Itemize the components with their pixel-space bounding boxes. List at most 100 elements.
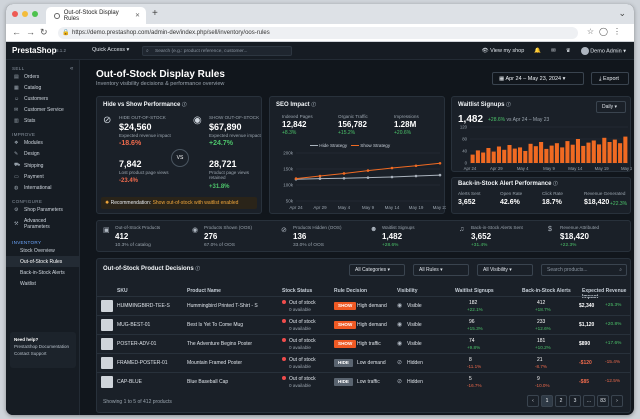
next-page-icon[interactable]: › [611, 395, 623, 407]
view-shop-link[interactable]: 👁 View my shop [481, 48, 525, 54]
x-tick-label: May 19 [595, 166, 610, 171]
alerts-count: 9 [537, 376, 540, 382]
support-link[interactable]: Contact Support [14, 351, 47, 356]
category-filter[interactable]: All Categories ▾ [349, 264, 405, 276]
y-tick-label: 120 [460, 125, 468, 130]
info-icon[interactable]: ⓘ [506, 102, 511, 107]
product-name[interactable]: Mountain Framed Poster [187, 360, 243, 366]
show-revenue: $67,890 [209, 122, 242, 132]
sidebar-item-design[interactable]: ✎ Design [6, 148, 79, 159]
forward-icon[interactable]: → [26, 27, 40, 37]
product-name[interactable]: Blue Baseball Cap [187, 379, 229, 385]
sidebar-item-orders[interactable]: ▤ Orders [6, 71, 79, 82]
sidebar-sub-out-of-stock-rules[interactable]: Out-of-Stock Rules [6, 256, 79, 267]
eye-off-icon: ⊘ [103, 115, 112, 126]
sidebar-item-payment[interactable]: ▭ Payment [6, 171, 79, 182]
waitlist-value: 1,482 [458, 114, 484, 125]
recommendation-text[interactable]: Show out-of-stock with waitlist enabled [152, 200, 239, 206]
page-2[interactable]: 2 [555, 395, 567, 407]
sidebar-item-customer-service[interactable]: ✉ Customer Service [6, 104, 79, 115]
star-icon[interactable]: ☆ [586, 27, 600, 36]
minimize-window-icon[interactable] [22, 11, 28, 17]
customers-icon: ☺ [14, 96, 20, 102]
y-tick-label: 200k [283, 151, 294, 156]
sidebar-item-customers[interactable]: ☺ Customers [6, 93, 79, 104]
new-tab-icon[interactable]: + [152, 8, 158, 19]
rule-badge[interactable]: SHOW [334, 302, 357, 310]
product-name[interactable]: Best Is Yet To Come Mug [187, 322, 244, 328]
sidebar-item-catalog[interactable]: ▦ Catalog [6, 82, 79, 93]
visibility-filter[interactable]: All Visibility ▾ [477, 264, 533, 276]
close-tab-icon[interactable]: ✕ [134, 13, 140, 19]
rule-badge[interactable]: SHOW [334, 321, 357, 329]
product-name[interactable]: The Adventure Begins Poster [187, 341, 253, 347]
quick-access-menu[interactable]: Quick Access ▾ [92, 47, 130, 53]
availability: 0 available [289, 345, 311, 350]
docs-link[interactable]: PrestaShop Documentation [14, 344, 70, 349]
rule-badge[interactable]: HIDE [334, 378, 353, 386]
table-row[interactable]: MUG-BEST-01 Best Is Yet To Come Mug Out of… [97, 315, 630, 334]
rule-reason: Low demand [357, 360, 386, 366]
date-range-picker[interactable]: ▦ Apr 24 – May 23, 2024 ▾ [492, 72, 584, 85]
logo[interactable]: PrestaShop [12, 46, 57, 55]
export-button[interactable]: ⤓ Export [591, 72, 629, 85]
bar [560, 147, 565, 163]
collapse-sidebar-icon[interactable]: « [70, 66, 74, 72]
table-row[interactable]: HUMMINGBIRD-TEE-S Hummingbird Printed T-S… [97, 296, 630, 315]
info-icon[interactable]: ⓘ [553, 181, 558, 186]
sku: HUMMINGBIRD-TEE-S [117, 303, 170, 309]
x-tick-label: May 14 [568, 166, 583, 171]
sidebar-sub-waitlist[interactable]: Waitlist [20, 281, 36, 287]
visibility: Hidden [407, 379, 423, 385]
notifications-icon[interactable]: 🔔 [534, 48, 542, 54]
info-icon[interactable]: ⓘ [182, 102, 187, 107]
close-window-icon[interactable] [12, 11, 18, 17]
prev-page-icon[interactable]: ‹ [527, 395, 539, 407]
rule-badge[interactable]: HIDE [334, 359, 353, 367]
bar [570, 144, 575, 163]
sidebar-item-shipping[interactable]: ⛟ Shipping [6, 159, 79, 171]
rule-filter[interactable]: All Rules ▾ [413, 264, 469, 276]
info-icon[interactable]: ⓘ [195, 266, 200, 271]
kpi-sub: 67.0% of OOS [204, 243, 235, 248]
sidebar-item-stats[interactable]: ▥ Stats [6, 115, 79, 126]
sidebar-item-modules[interactable]: ❖ Modules [6, 137, 79, 148]
trophy-icon[interactable]: ♛ [565, 48, 571, 54]
table-row[interactable]: POSTER-ADV-01 The Adventure Begins Poster… [97, 334, 630, 353]
product-thumbnail [101, 357, 113, 369]
seo-stat-label: Indexed Pages [282, 114, 313, 119]
product-name[interactable]: Hummingbird Printed T-Shirt - S [187, 303, 258, 309]
user-menu[interactable]: Demo Admin ▾ [580, 47, 626, 55]
table-row[interactable]: FRAMED-POSTER-01 Mountain Framed Poster Ou… [97, 353, 630, 372]
alerts-delta: +18.7% [535, 307, 551, 312]
url-input[interactable]: 🔒 https://demo.prestashop.com/admin-dev/i… [58, 27, 578, 39]
browser-tab[interactable]: Out-of-Stock Display Rules ✕ [46, 7, 146, 24]
back-icon[interactable]: ← [12, 27, 26, 37]
table-row[interactable]: CAP-BLUE Blue Baseball Cap Out of stock 0 a… [97, 372, 630, 391]
bar [575, 139, 580, 163]
period-select[interactable]: Daily ▾ [596, 101, 626, 113]
page-...[interactable]: ... [583, 395, 595, 407]
seo-stat-delta: +15.2% [338, 130, 356, 136]
maximize-window-icon[interactable] [32, 11, 38, 17]
sidebar-sub-stock-overview[interactable]: Stock Overview [20, 248, 55, 254]
messages-icon[interactable]: ✉ [551, 48, 556, 54]
sidebar-sub-back-in-stock-alerts[interactable]: Back-in-Stock Alerts [20, 270, 65, 276]
menu-icon[interactable]: ⋮ [613, 27, 626, 36]
y-tick-label: 150k [283, 167, 294, 172]
page-83[interactable]: 83 [597, 395, 609, 407]
page-1[interactable]: 1 [541, 395, 553, 407]
sidebar-item-shop-parameters[interactable]: ⚙ Shop Parameters [6, 204, 79, 215]
sidebar-item-international[interactable]: ◍ International [6, 182, 79, 193]
kpi-sub: 33.0% of OOS [293, 243, 324, 248]
profile-icon[interactable]: ◯ [599, 27, 613, 36]
admin-search[interactable]: ⌕ Search (e.g.: product reference, custom… [142, 46, 292, 56]
payment-icon: ▭ [14, 174, 19, 180]
rule-badge[interactable]: SHOW [334, 340, 357, 348]
sidebar-item-advanced-parameters[interactable]: ⚒ Advanced Parameters [6, 215, 79, 232]
info-icon[interactable]: ⓘ [311, 102, 316, 107]
seo-stat-label: Impressions [394, 114, 419, 119]
products-search-input[interactable]: Search products... ⌕ [541, 264, 627, 276]
reload-icon[interactable]: ↻ [40, 27, 53, 37]
page-3[interactable]: 3 [569, 395, 581, 407]
